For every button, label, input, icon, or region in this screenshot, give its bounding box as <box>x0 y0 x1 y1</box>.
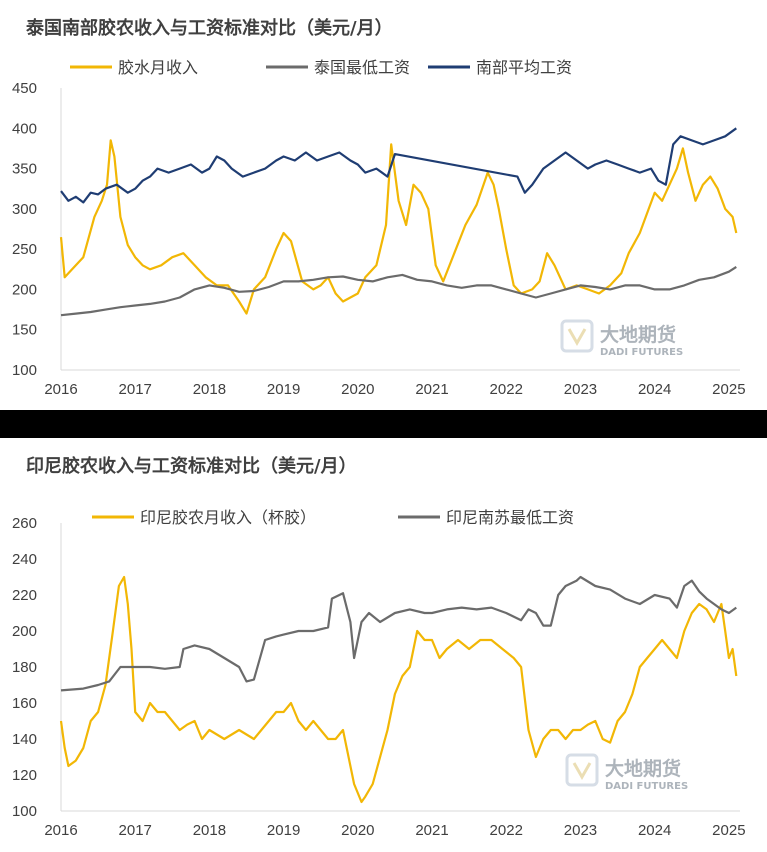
watermark-cn: 大地期货 <box>600 323 676 346</box>
legend-item: 泰国最低工资 <box>266 58 410 77</box>
x-tick-label: 2024 <box>638 822 671 839</box>
legend-item: 胶水月收入 <box>70 58 198 77</box>
y-tick-label: 100 <box>12 362 37 379</box>
logo-mark <box>565 753 599 787</box>
watermark-en: DADI FUTURES <box>600 347 683 358</box>
x-tick-label: 2016 <box>44 822 77 839</box>
series-line-3 <box>60 127 737 204</box>
x-tick-label: 2023 <box>564 381 597 398</box>
x-tick-label: 2022 <box>490 381 523 398</box>
y-tick-label: 100 <box>12 803 37 820</box>
legend-label: 泰国最低工资 <box>314 58 410 77</box>
x-tick-label: 2020 <box>341 822 374 839</box>
series-line-2 <box>60 575 737 692</box>
logo-accent <box>572 762 592 781</box>
legend-item: 印尼胶农月收入（杯胶） <box>92 508 316 527</box>
x-tick-label: 2023 <box>564 822 597 839</box>
y-tick-label: 220 <box>12 587 37 604</box>
legend-item: 印尼南苏最低工资 <box>398 508 574 527</box>
legend-label: 胶水月收入 <box>118 58 198 77</box>
y-tick-label: 160 <box>12 695 37 712</box>
x-tick-label: 2020 <box>341 381 374 398</box>
y-tick-label: 140 <box>12 731 37 748</box>
panel-separator <box>0 410 767 438</box>
x-tick-label: 2019 <box>267 822 300 839</box>
y-tick-label: 120 <box>12 767 37 784</box>
x-tick-label: 2017 <box>119 822 152 839</box>
x-tick-label: 2022 <box>490 822 523 839</box>
y-tick-label: 400 <box>12 120 37 137</box>
legend-label: 南部平均工资 <box>476 58 572 77</box>
y-tick-label: 260 <box>12 515 37 532</box>
x-tick-label: 2025 <box>712 381 745 398</box>
x-tick-label: 2021 <box>415 822 448 839</box>
x-tick-label: 2016 <box>44 381 77 398</box>
chart-title: 泰国南部胶农收入与工资标准对比（美元/月） <box>26 18 393 39</box>
watermark-en: DADI FUTURES <box>605 781 688 792</box>
watermark-cn: 大地期货 <box>605 757 681 780</box>
logo-accent <box>567 328 587 347</box>
y-tick-label: 240 <box>12 551 37 568</box>
y-tick-label: 300 <box>12 201 37 218</box>
y-tick-label: 180 <box>12 659 37 676</box>
y-tick-label: 150 <box>12 322 37 339</box>
x-tick-label: 2017 <box>119 381 152 398</box>
legend-label: 印尼胶农月收入（杯胶） <box>140 508 316 527</box>
indonesia-chart-svg: 100 120 140 160 180 200 220 240 260 2016 2017 2018 2… <box>12 508 746 839</box>
y-tick-label: 450 <box>12 80 37 97</box>
legend-label: 印尼南苏最低工资 <box>446 508 574 527</box>
x-tick-label: 2024 <box>638 381 671 398</box>
x-tick-label: 2018 <box>193 822 226 839</box>
indonesia-chart-panel: 印尼胶农收入与工资标准对比（美元/月） 100 120 140 160 180 200 22… <box>0 438 767 852</box>
x-tick-label: 2019 <box>267 381 300 398</box>
series-line-2 <box>60 265 737 317</box>
thailand-chart-panel: 泰国南部胶农收入与工资标准对比（美元/月） 100 150 200 250 300 350… <box>0 0 767 410</box>
x-tick-label: 2021 <box>415 381 448 398</box>
thailand-chart-svg: 100 150 200 250 300 350 400 450 2016 2017 2018 2019… <box>12 58 746 398</box>
series-line-1 <box>59 139 738 315</box>
y-tick-label: 200 <box>12 623 37 640</box>
y-tick-label: 200 <box>12 281 37 298</box>
y-tick-label: 350 <box>12 161 37 178</box>
x-tick-label: 2025 <box>712 822 745 839</box>
y-tick-label: 250 <box>12 241 37 258</box>
legend-item: 南部平均工资 <box>428 58 572 77</box>
logo-mark <box>560 319 594 353</box>
series-line-1 <box>59 575 738 804</box>
chart-title: 印尼胶农收入与工资标准对比（美元/月） <box>26 456 357 477</box>
x-tick-label: 2018 <box>193 381 226 398</box>
